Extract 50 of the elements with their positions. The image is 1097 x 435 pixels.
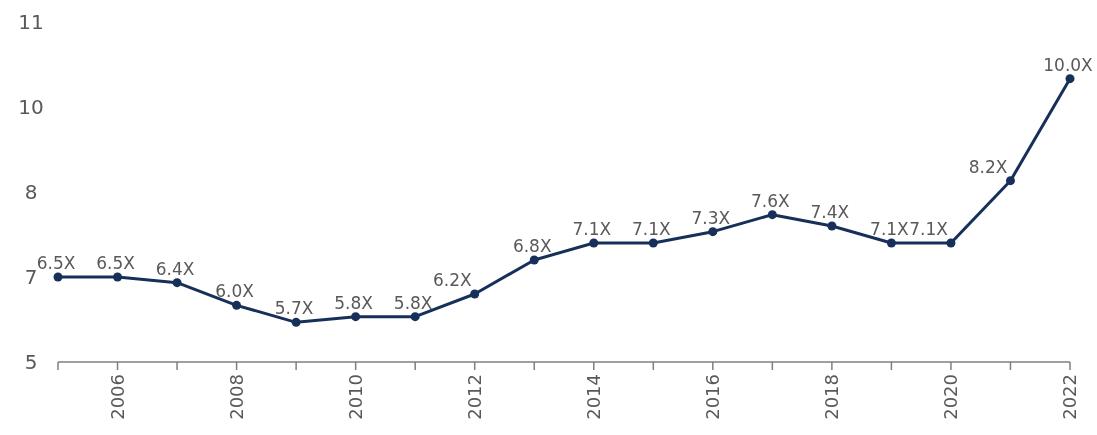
point [410,312,420,322]
point [232,300,242,310]
point [648,238,658,248]
data-label: 7.3X [691,207,731,228]
data-label: 7.1X [870,219,910,239]
data-label: 6.4X [155,258,195,279]
x-tick-label: 2012 [463,374,485,420]
x-tick-label: 2022 [1059,374,1080,420]
data-label: 6.2X [433,270,473,290]
x-tick-label: 2020 [939,374,961,420]
point [767,210,777,220]
data-label: 7.1X [572,219,612,239]
y-tick-label: 8 [24,180,38,204]
point [827,221,837,231]
data-label: 5.8X [393,292,433,313]
point [470,289,480,299]
data-label: 7.4X [810,202,850,222]
x-tick-label: 2006 [106,374,128,420]
data-label: 5.7X [274,298,314,319]
data-label: 7.6X [751,190,791,211]
x-tick-label: 2008 [225,374,247,420]
x-tick-label: 2014 [582,374,604,420]
y-tick-label: 11 [18,10,44,34]
point [351,312,361,322]
x-tick-label: 2016 [701,374,723,420]
point [946,238,956,248]
data-label: 6.8X [512,236,552,256]
point [113,272,123,282]
point [1005,176,1015,186]
data-label: 6.5X [36,253,76,273]
y-tick-label: 10 [18,95,44,119]
point [291,317,301,327]
point [589,238,599,248]
x-tick-label: 2010 [344,374,366,420]
point [53,272,63,282]
point [886,238,896,248]
point [529,255,539,265]
data-label: 10.0X [1043,54,1094,75]
point [708,227,718,237]
x-tick-label: 2018 [820,374,842,420]
data-label: 6.0X [215,281,255,302]
point [1065,74,1075,84]
y-tick-label: 5 [24,350,38,374]
data-label: 8.2X [968,156,1008,177]
data-label: 6.5X [96,253,136,273]
data-label: 7.1X [909,219,949,239]
point [172,278,182,288]
data-label: 5.8X [334,292,374,313]
data-label: 7.1X [631,219,671,239]
y-tick-label: 7 [24,265,38,289]
